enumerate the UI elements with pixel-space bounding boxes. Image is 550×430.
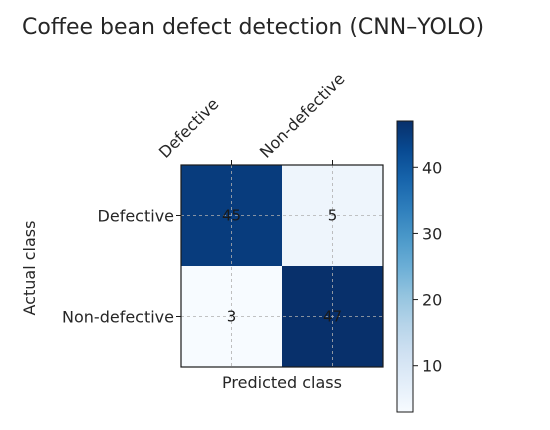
cell-value-label: 45 bbox=[222, 207, 241, 225]
y-tick-label: Defective bbox=[98, 207, 174, 226]
cell-value-label: 5 bbox=[328, 207, 338, 225]
cell-value-label: 3 bbox=[227, 308, 237, 326]
cell-value-labels: 45 5 3 47 bbox=[222, 207, 342, 326]
colorbar-tick-label: 30 bbox=[422, 224, 442, 243]
y-tick-label: Non-defective bbox=[62, 308, 174, 327]
chart-title: Coffee bean defect detection (CNN–YOLO) bbox=[22, 15, 484, 40]
heatmap-cells bbox=[181, 165, 383, 367]
x-axis-label: Predicted class bbox=[222, 373, 342, 392]
colorbar-tick-label: 10 bbox=[422, 357, 442, 376]
colorbar bbox=[396, 120, 414, 413]
plot-frame bbox=[180, 164, 384, 368]
x-tick-label: Non-defective bbox=[256, 69, 349, 162]
y-axis-label: Actual class bbox=[20, 221, 39, 316]
cell-value-label: 47 bbox=[323, 308, 342, 326]
colorbar-tick-label: 20 bbox=[422, 291, 442, 310]
x-tick-label: Defective bbox=[155, 94, 223, 162]
colorbar-ticks: 10 20 30 40 bbox=[413, 158, 442, 376]
grid-lines bbox=[181, 165, 383, 367]
colorbar-tick-label: 40 bbox=[422, 158, 442, 177]
